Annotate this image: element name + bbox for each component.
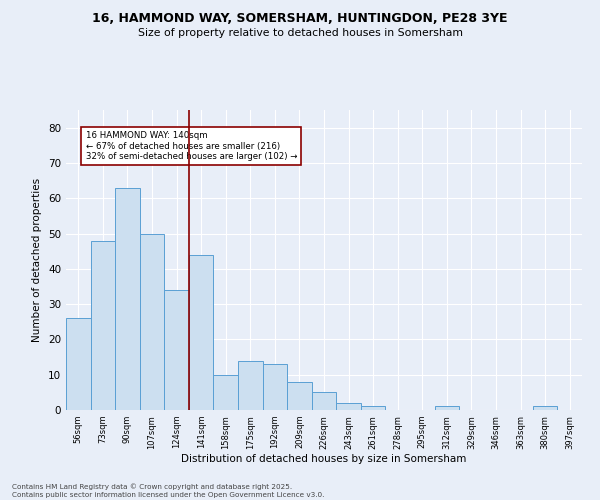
Text: 16, HAMMOND WAY, SOMERSHAM, HUNTINGDON, PE28 3YE: 16, HAMMOND WAY, SOMERSHAM, HUNTINGDON, …: [92, 12, 508, 26]
Bar: [263, 364, 287, 410]
Text: Size of property relative to detached houses in Somersham: Size of property relative to detached ho…: [137, 28, 463, 38]
Text: 16 HAMMOND WAY: 140sqm
← 67% of detached houses are smaller (216)
32% of semi-de: 16 HAMMOND WAY: 140sqm ← 67% of detached…: [86, 131, 297, 161]
Bar: [361, 406, 385, 410]
Bar: [434, 406, 459, 410]
Bar: [214, 374, 238, 410]
Bar: [66, 318, 91, 410]
Bar: [189, 254, 214, 410]
Bar: [115, 188, 140, 410]
X-axis label: Distribution of detached houses by size in Somersham: Distribution of detached houses by size …: [181, 454, 467, 464]
Text: Contains HM Land Registry data © Crown copyright and database right 2025.
Contai: Contains HM Land Registry data © Crown c…: [12, 484, 325, 498]
Bar: [91, 240, 115, 410]
Bar: [336, 403, 361, 410]
Bar: [238, 360, 263, 410]
Bar: [287, 382, 312, 410]
Bar: [533, 406, 557, 410]
Y-axis label: Number of detached properties: Number of detached properties: [32, 178, 43, 342]
Bar: [164, 290, 189, 410]
Bar: [312, 392, 336, 410]
Bar: [140, 234, 164, 410]
